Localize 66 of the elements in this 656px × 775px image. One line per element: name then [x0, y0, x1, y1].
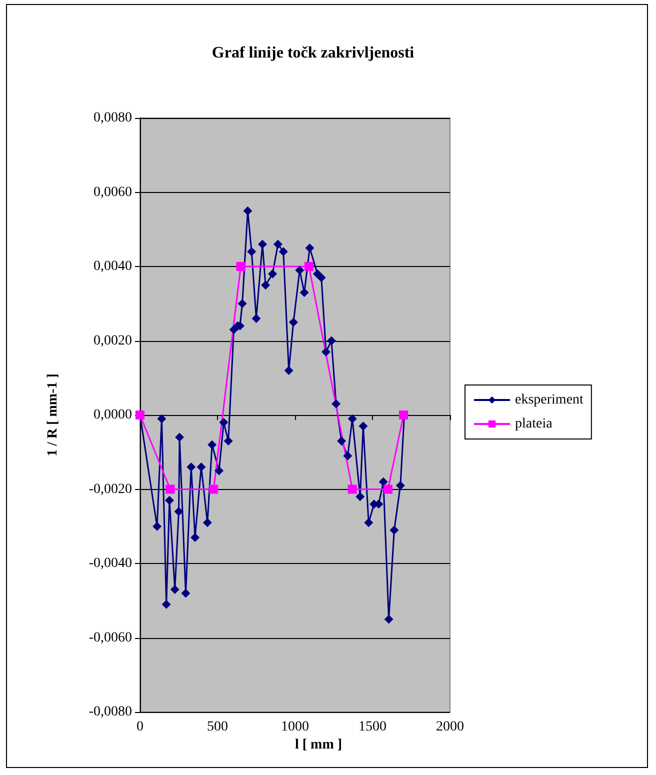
point	[268, 269, 278, 278]
point	[396, 481, 405, 490]
point	[358, 422, 368, 431]
chart-title: Graf linije točk zakrivljenosti	[212, 44, 415, 62]
point	[152, 522, 162, 531]
point	[224, 436, 233, 446]
point	[261, 280, 270, 290]
point	[343, 451, 352, 460]
point	[166, 484, 175, 494]
y-tick-label: -0,0060	[88, 630, 132, 646]
point	[186, 462, 196, 472]
point	[364, 518, 374, 528]
y-tick-label: 0,0060	[94, 184, 132, 200]
point	[348, 484, 357, 494]
point	[304, 262, 314, 271]
point	[273, 240, 282, 249]
point	[305, 243, 314, 252]
point	[238, 299, 247, 308]
point	[243, 206, 252, 216]
point	[337, 436, 346, 446]
point	[164, 496, 174, 505]
point	[174, 507, 184, 516]
y-tick-label: 0,0020	[94, 333, 132, 348]
point	[175, 432, 184, 442]
point	[214, 466, 224, 476]
y-tick-label: -0,0040	[88, 556, 132, 571]
point	[208, 440, 217, 450]
x-tick-label: 0	[136, 720, 144, 734]
point	[202, 518, 212, 528]
y-tick-label: 0,0080	[94, 110, 132, 126]
point	[332, 399, 341, 408]
x-tick-label: 1500	[358, 720, 386, 734]
legend-label: eksperiment	[515, 392, 584, 408]
point	[390, 526, 399, 535]
point	[326, 336, 336, 346]
point	[236, 262, 246, 271]
y-tick-label: 0,0040	[94, 259, 132, 274]
x-tick-label: 1000	[281, 720, 309, 734]
y-tick-label: 0,0000	[94, 408, 132, 422]
point	[316, 273, 326, 282]
point	[252, 314, 261, 323]
point	[322, 347, 330, 356]
point	[209, 484, 218, 494]
y-tick-label: -0,0020	[88, 482, 132, 497]
point	[258, 240, 267, 249]
point	[384, 484, 392, 494]
point	[247, 247, 256, 256]
point	[356, 492, 365, 502]
point	[190, 533, 200, 542]
point	[219, 418, 228, 427]
point	[384, 614, 394, 624]
y-axis-title: 1 / R [ mm-1 ]	[46, 374, 60, 456]
point	[348, 414, 357, 424]
point	[196, 462, 206, 472]
y-tick-label: -0,0080	[88, 704, 132, 720]
x-tick-label: 2000	[436, 720, 464, 734]
point	[181, 588, 190, 598]
legend-label: plateia	[515, 416, 554, 432]
point	[162, 600, 171, 609]
point	[284, 366, 294, 375]
x-tick-label: 500	[207, 720, 228, 734]
point	[288, 318, 298, 327]
point	[278, 247, 288, 256]
x-axis-title: l [ mm ]	[294, 738, 342, 752]
point	[157, 414, 166, 424]
point	[170, 584, 180, 594]
